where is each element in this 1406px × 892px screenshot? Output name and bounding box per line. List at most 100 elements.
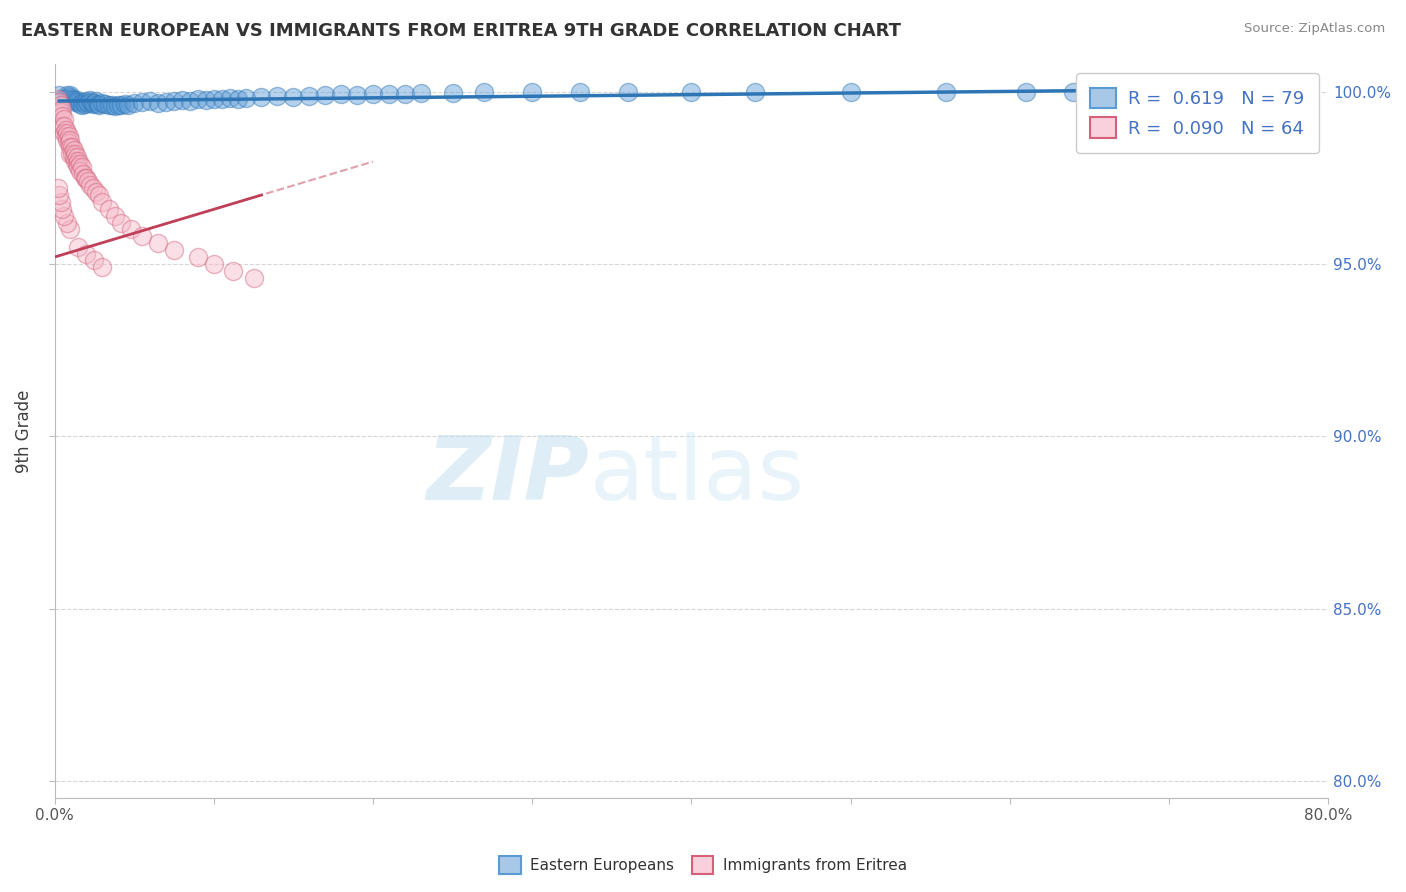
Point <box>83 253 105 268</box>
Point <box>67 95 90 109</box>
Point <box>67 161 90 175</box>
Point <box>69 164 91 178</box>
Point <box>66 150 89 164</box>
Point <box>77 95 100 110</box>
Point <box>314 88 336 103</box>
Point <box>1205 85 1227 99</box>
Point <box>49 194 72 209</box>
Point <box>66 93 89 107</box>
Point <box>187 250 209 264</box>
Point <box>94 96 117 111</box>
Point <box>59 222 82 236</box>
Point <box>202 257 225 271</box>
Point <box>66 157 89 171</box>
Point <box>55 91 77 105</box>
Point <box>77 174 100 188</box>
Point <box>91 194 114 209</box>
Point <box>49 105 72 120</box>
Point <box>266 88 288 103</box>
Point <box>56 133 79 147</box>
Point <box>1094 85 1116 99</box>
Point <box>75 95 97 109</box>
Point <box>70 98 93 112</box>
Point <box>681 85 703 99</box>
Point <box>75 170 97 185</box>
Point <box>58 91 80 105</box>
Point <box>62 143 84 157</box>
Point <box>53 126 76 140</box>
Point <box>59 146 82 161</box>
Point <box>53 119 76 133</box>
Point <box>194 93 217 107</box>
Point <box>222 264 245 278</box>
Point <box>298 88 321 103</box>
Point <box>87 188 110 202</box>
Point <box>235 91 257 105</box>
Legend: R =  0.619   N = 79, R =  0.090   N = 64: R = 0.619 N = 79, R = 0.090 N = 64 <box>1076 73 1319 153</box>
Point <box>242 270 264 285</box>
Point <box>1189 85 1212 99</box>
Point <box>107 97 129 112</box>
Point <box>1062 85 1084 99</box>
Point <box>51 109 73 123</box>
Point <box>91 260 114 275</box>
Point <box>82 96 104 111</box>
Point <box>82 181 104 195</box>
Point <box>75 246 97 260</box>
Point <box>79 93 101 107</box>
Point <box>474 85 496 99</box>
Point <box>1237 85 1260 99</box>
Point <box>520 85 543 99</box>
Point <box>87 98 110 112</box>
Point <box>1142 85 1164 99</box>
Point <box>48 102 70 116</box>
Point <box>346 88 368 103</box>
Point <box>56 126 79 140</box>
Point <box>97 202 120 216</box>
Point <box>67 153 90 168</box>
Point <box>146 236 169 251</box>
Point <box>59 88 82 103</box>
Point <box>46 91 69 105</box>
Point <box>59 90 82 104</box>
Point <box>62 150 84 164</box>
Point <box>79 178 101 192</box>
Point <box>83 95 105 110</box>
Point <box>179 95 201 109</box>
Text: EASTERN EUROPEAN VS IMMIGRANTS FROM ERITREA 9TH GRADE CORRELATION CHART: EASTERN EUROPEAN VS IMMIGRANTS FROM ERIT… <box>21 22 901 40</box>
Point <box>117 97 139 112</box>
Point <box>69 96 91 111</box>
Point <box>46 181 69 195</box>
Point <box>51 91 73 105</box>
Point <box>163 95 186 109</box>
Point <box>330 87 353 102</box>
Point <box>114 96 136 111</box>
Point <box>84 95 107 109</box>
Point <box>110 98 132 112</box>
Point <box>48 188 70 202</box>
Y-axis label: 9th Grade: 9th Grade <box>15 390 32 473</box>
Point <box>51 119 73 133</box>
Point <box>56 88 79 103</box>
Point <box>65 146 87 161</box>
Point <box>56 216 79 230</box>
Point <box>935 85 957 99</box>
Text: atlas: atlas <box>589 432 804 518</box>
Point <box>394 87 416 102</box>
Point <box>58 136 80 151</box>
Point <box>60 146 83 161</box>
Point <box>361 87 384 102</box>
Point <box>146 95 169 110</box>
Point <box>72 167 94 181</box>
Point <box>250 90 273 104</box>
Point <box>72 95 94 109</box>
Point <box>51 102 73 116</box>
Point <box>378 87 401 101</box>
Point <box>155 95 177 109</box>
Point <box>70 161 93 175</box>
Point <box>441 86 464 100</box>
Text: ZIP: ZIP <box>426 432 589 518</box>
Point <box>60 91 83 105</box>
Point <box>65 153 87 168</box>
Point <box>73 170 96 185</box>
